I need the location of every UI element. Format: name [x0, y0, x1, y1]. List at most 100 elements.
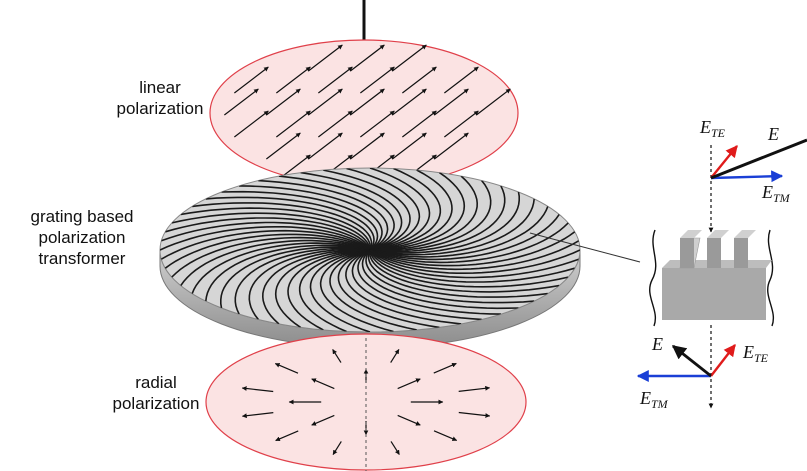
linear-vector	[265, 132, 301, 160]
grating-line	[369, 249, 579, 279]
radial-vector	[274, 363, 299, 374]
grating-line	[191, 242, 371, 294]
grating-line	[365, 249, 535, 304]
linear-polarization-disk	[209, 39, 519, 187]
grating-line	[369, 168, 431, 251]
linear-vector	[475, 88, 511, 116]
linear-vector	[265, 88, 301, 116]
radial-polarization-vectors	[241, 349, 491, 455]
e-vector-top	[710, 138, 807, 180]
grating-line	[221, 190, 379, 251]
grating-line	[369, 249, 580, 274]
grating-line	[239, 185, 383, 251]
radial-vector	[332, 349, 342, 363]
linear-vector	[307, 88, 343, 116]
linear-vector	[391, 44, 427, 72]
linear-polarization-label: linear polarization	[116, 78, 204, 118]
linear-vector	[307, 132, 343, 160]
grating-line	[258, 179, 389, 251]
grating-line	[357, 249, 501, 315]
grating-line	[164, 233, 371, 269]
grating-line	[165, 217, 371, 251]
e-tm-label-top: ETM	[761, 182, 791, 205]
radial-vector	[390, 441, 400, 455]
grating-line	[205, 244, 371, 302]
radial-vector	[397, 378, 421, 390]
linear-vector	[275, 110, 311, 138]
grating-line	[369, 168, 442, 251]
radial-vector	[458, 411, 491, 418]
grating-line	[261, 249, 371, 325]
grating-line	[351, 249, 482, 321]
linear-vector	[317, 66, 353, 94]
grating-detail	[649, 229, 775, 327]
grating-line	[368, 249, 560, 293]
e-te-label-top: ETE	[699, 117, 726, 140]
linear-vector	[391, 132, 427, 160]
grating-line	[369, 206, 549, 258]
e-vector-bottom	[671, 344, 712, 378]
grating-line	[180, 207, 372, 251]
linear-vector	[233, 110, 269, 138]
linear-vector	[349, 44, 385, 72]
linear-vector	[359, 110, 395, 138]
linear-vector	[233, 66, 269, 94]
linear-vector	[443, 66, 479, 94]
radial-vector	[241, 386, 274, 393]
grating-line	[369, 249, 575, 283]
grating-line	[300, 171, 403, 251]
grating-line	[171, 236, 371, 278]
grating-line	[369, 198, 535, 256]
grating-line	[361, 249, 519, 310]
radial-polarization-label: radial polarization	[112, 373, 200, 413]
linear-vector	[391, 88, 427, 116]
radial-vector	[275, 430, 299, 442]
radial-vector	[390, 349, 400, 363]
radial-vector	[458, 385, 491, 392]
linear-vector	[401, 66, 437, 94]
grating-line	[205, 196, 375, 251]
detail-pointer-line	[529, 232, 641, 263]
e-te-label-bottom: ETE	[742, 342, 769, 365]
grating-line	[248, 248, 371, 320]
grating-line	[369, 169, 453, 251]
grating-line	[369, 191, 520, 254]
grating-line	[287, 249, 371, 331]
grating-line	[369, 185, 506, 253]
radial-vector	[332, 441, 342, 455]
linear-vector	[359, 66, 395, 94]
radial-vector	[397, 414, 421, 426]
linear-vector	[307, 44, 343, 72]
grating-line	[161, 221, 371, 251]
radial-polarization-disk	[205, 333, 527, 471]
radial-vector	[311, 414, 335, 426]
linear-vector	[275, 66, 311, 94]
grating-line	[369, 249, 569, 288]
linear-vector	[223, 88, 259, 116]
grating-line	[234, 247, 371, 315]
grating-line	[369, 171, 466, 251]
grating-lines	[160, 168, 580, 332]
grating-line	[160, 226, 371, 251]
grating-line	[180, 239, 371, 287]
grating-line	[337, 249, 440, 329]
linear-vector	[433, 88, 469, 116]
grating-line	[329, 249, 417, 331]
grating-line	[319, 249, 394, 332]
te-arrow-top	[710, 145, 738, 179]
grating-line	[160, 229, 371, 260]
linear-vector	[349, 88, 385, 116]
radial-vector	[433, 430, 458, 441]
tm-arrow-top	[710, 170, 784, 183]
grating-line	[345, 249, 462, 325]
radial-vector	[433, 362, 457, 374]
te-arrow-bottom	[710, 344, 736, 377]
linear-vector	[317, 110, 353, 138]
e-vector-label-bottom: E⃗	[651, 334, 677, 354]
transformer-label: grating based polarization transformer	[30, 207, 134, 268]
grating-line	[346, 168, 421, 251]
linear-vector	[433, 132, 469, 160]
grating-line	[369, 240, 580, 271]
grating-line	[367, 249, 548, 298]
